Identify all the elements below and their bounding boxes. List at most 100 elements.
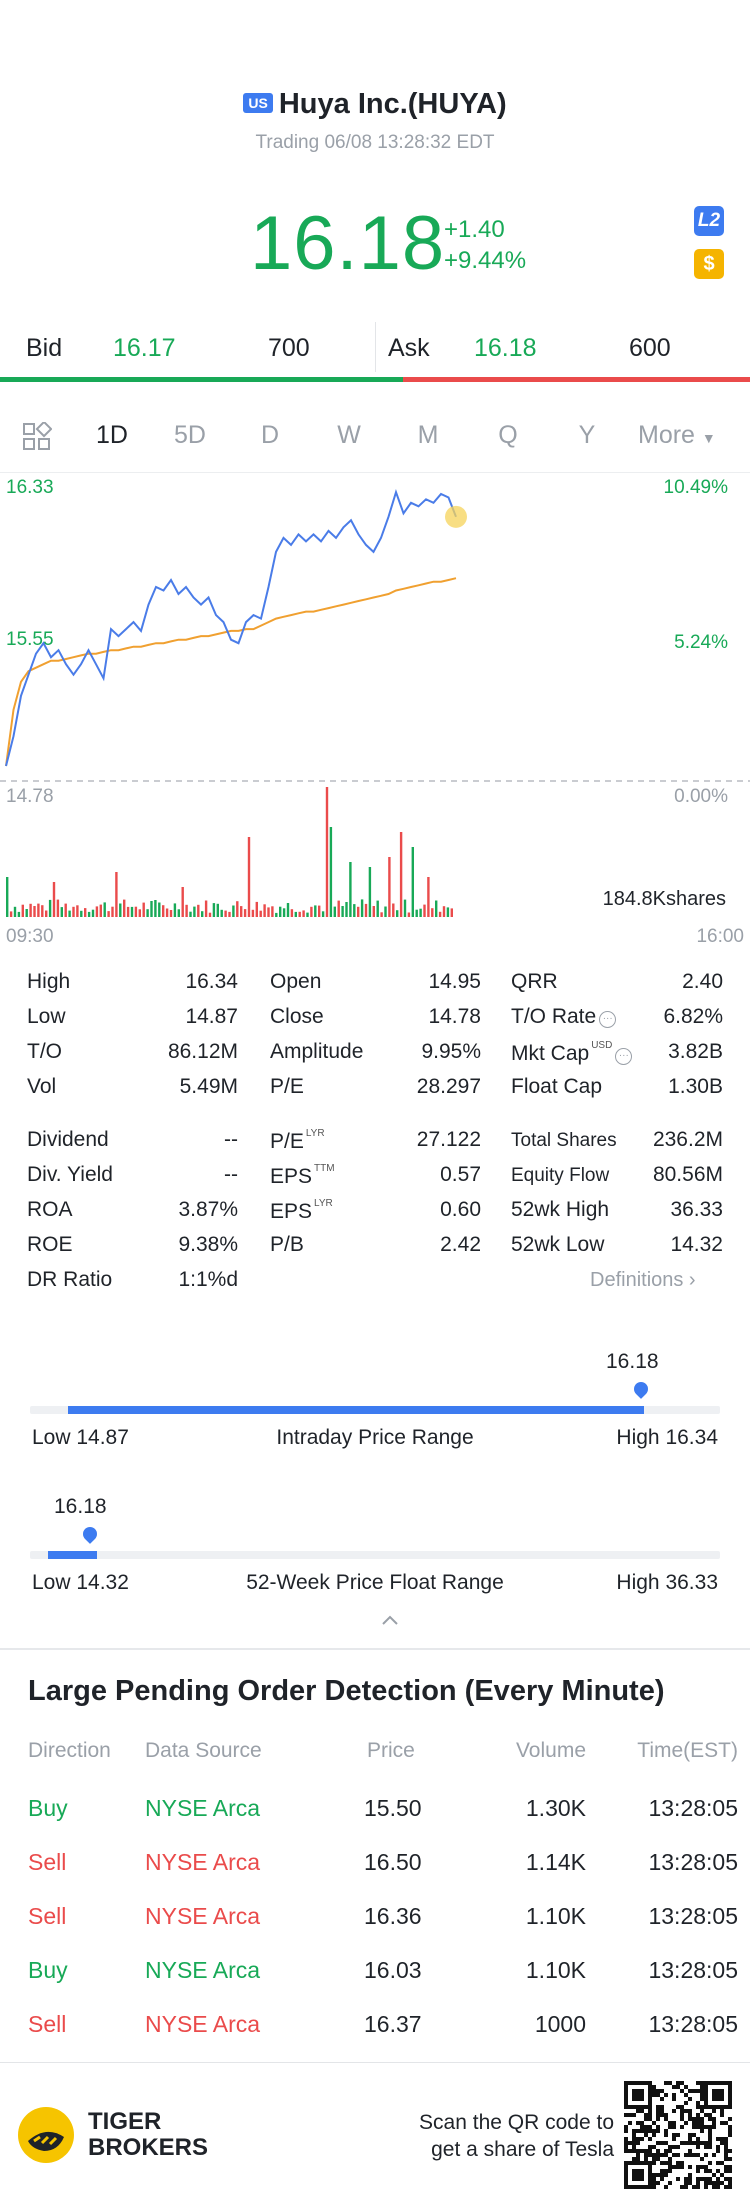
volume-bar	[380, 912, 383, 917]
stat-label: Equity Flow	[511, 1165, 610, 1186]
volume-bar	[154, 900, 157, 917]
order-volume: 1.10K	[525, 1903, 586, 1929]
volume-bar	[150, 901, 153, 917]
stat-value: --	[224, 1163, 238, 1186]
stat-label: QRR	[511, 970, 558, 993]
last-price-marker	[445, 505, 467, 528]
stat-label: Low	[27, 1005, 66, 1028]
volume-bar	[169, 910, 173, 917]
volume-bar	[349, 862, 352, 917]
info-icon[interactable]: ···	[615, 1048, 633, 1065]
bid-size: 700	[268, 334, 310, 362]
volume-bar	[158, 902, 161, 917]
stat-value: 5.49M	[179, 1075, 238, 1098]
week52-current: 16.18	[54, 1495, 107, 1518]
tab-quarter[interactable]: Q	[498, 421, 518, 449]
tab-more[interactable]: More ▼	[638, 421, 728, 450]
ask-price: 16.18	[474, 334, 537, 362]
volume-bar	[99, 904, 102, 917]
stat-value: 0.60	[440, 1198, 481, 1221]
volume-bar	[21, 904, 24, 917]
stat-value: --	[224, 1128, 238, 1151]
dollar-icon[interactable]: $	[694, 249, 724, 279]
intraday-chart[interactable]: 16.33 10.49% 15.55 5.24% 14.78 0.00% 184…	[0, 472, 750, 952]
footer-banner[interactable]: TIGER BROKERS Scan the QR code to get a …	[0, 2062, 750, 2208]
volume-bar	[220, 909, 223, 917]
volume-bar	[396, 910, 399, 917]
qr-code-icon[interactable]	[624, 2081, 732, 2189]
tab-month[interactable]: M	[417, 421, 439, 449]
order-time: 13:28:05	[648, 1957, 738, 1983]
definitions-link[interactable]: Definitions ›	[590, 1269, 696, 1291]
volume-bar	[376, 900, 379, 917]
stat-value: 1:1%d	[178, 1268, 238, 1291]
stat-label: Div. Yield	[27, 1163, 113, 1186]
tab-year[interactable]: Y	[578, 421, 596, 449]
volume-bar	[271, 906, 274, 917]
volume-bar	[438, 911, 442, 917]
volume-bar	[48, 899, 52, 917]
volume-bar	[415, 909, 418, 917]
volume-bar	[290, 909, 294, 917]
volume-bar	[427, 877, 430, 917]
level2-icon[interactable]: L2	[694, 206, 724, 236]
volume-bar	[240, 906, 243, 917]
period-tabs: 1D 5D D W M Q Y More ▼	[0, 405, 750, 465]
volume-bar	[353, 904, 356, 917]
bid-ask-bar[interactable]: Bid 16.17 700 Ask 16.18 600	[0, 318, 750, 382]
change-amount: +1.40	[444, 216, 505, 243]
order-time: 13:28:05	[648, 2011, 738, 2037]
volume-bar	[25, 909, 28, 917]
price-ranges: 16.18 Low 14.87 Intraday Price Range Hig…	[0, 1340, 750, 1640]
order-direction: Buy	[28, 1795, 68, 1821]
stat-value: 3.87%	[178, 1198, 238, 1221]
collapse-chevron-icon[interactable]	[381, 1614, 399, 1626]
volume-bar	[403, 899, 407, 917]
volume-bar	[411, 847, 414, 917]
volume-bar	[37, 903, 40, 917]
tab-week[interactable]: W	[337, 421, 361, 449]
volume-bar	[208, 912, 212, 917]
volume-bar	[333, 906, 336, 917]
volume-bar	[9, 911, 13, 917]
stat-label: High	[27, 970, 71, 993]
last-price: 16.18	[250, 201, 446, 286]
tiger-logo-icon	[18, 2107, 74, 2163]
quote-header: US Huya Inc.(HUYA) Trading 06/08 13:28:32…	[0, 0, 750, 310]
intraday-fill-bar	[68, 1406, 645, 1414]
volume-bar	[337, 900, 340, 917]
chevron-down-icon: ▼	[701, 430, 716, 446]
tab-5d[interactable]: 5D	[174, 421, 206, 449]
intraday-high: High 16.34	[616, 1426, 718, 1449]
stat-label: Open	[270, 970, 322, 993]
order-time: 13:28:05	[648, 1795, 738, 1821]
order-row: Sell NYSE Arca 16.36 1.10K 13:28:05	[0, 1903, 750, 1957]
stat-value: 14.78	[428, 1005, 481, 1028]
week52-high: High 36.33	[616, 1571, 718, 1594]
col-direction: Direction	[28, 1739, 111, 1762]
volume-bar	[446, 907, 450, 917]
y-tick-mid-pct: 5.24%	[674, 632, 728, 653]
info-icon[interactable]: ···	[599, 1011, 617, 1028]
tab-day[interactable]: D	[260, 421, 280, 449]
volume-bar	[45, 910, 48, 917]
tab-1d[interactable]: 1D	[96, 421, 128, 449]
intraday-current: 16.18	[606, 1350, 659, 1373]
order-row: Buy NYSE Arca 15.50 1.30K 13:28:05	[0, 1795, 750, 1849]
volume-bar	[197, 904, 200, 917]
trading-status: Trading 06/08 13:28:32 EDT	[255, 132, 495, 153]
volume-bar	[107, 911, 110, 917]
volume-bar	[216, 903, 219, 917]
scan-line-1: Scan the QR code to	[419, 2111, 614, 2134]
stat-label: DR Ratio	[27, 1268, 113, 1291]
x-tick-end: 16:00	[696, 926, 744, 947]
divider	[0, 1648, 750, 1650]
layout-grid-icon[interactable]	[22, 422, 52, 452]
ask-strength-bar	[403, 377, 750, 382]
volume-bar	[325, 787, 329, 917]
volume-bar	[64, 903, 67, 917]
stat-label-sup: LYR	[305, 1128, 325, 1139]
volume-bar	[384, 906, 387, 917]
volume-bars	[6, 787, 453, 917]
volume-bar	[431, 908, 434, 917]
